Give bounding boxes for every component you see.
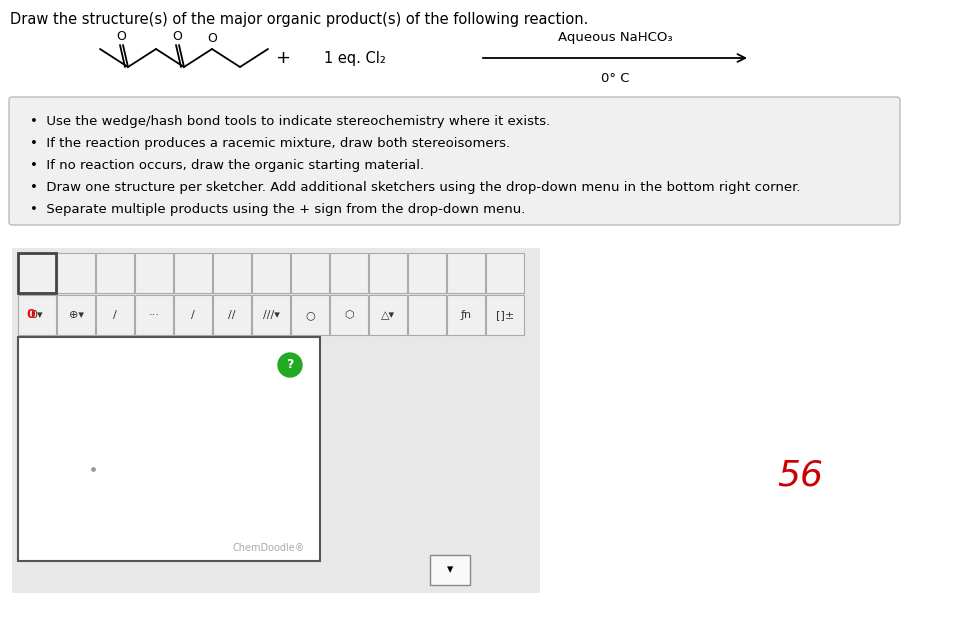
Text: ⊕▾: ⊕▾ bbox=[69, 310, 84, 320]
Bar bbox=[369, 295, 407, 335]
Bar bbox=[408, 295, 446, 335]
Bar bbox=[174, 295, 212, 335]
Text: •  Draw one structure per sketcher. Add additional sketchers using the drop-down: • Draw one structure per sketcher. Add a… bbox=[30, 181, 801, 194]
Bar bbox=[57, 253, 95, 293]
Bar bbox=[18, 253, 56, 293]
Text: 0▾: 0▾ bbox=[31, 310, 43, 320]
Bar bbox=[96, 253, 134, 293]
Bar bbox=[12, 248, 540, 593]
Text: ?: ? bbox=[287, 358, 293, 371]
FancyArrowPatch shape bbox=[482, 54, 745, 62]
Text: ///▾: ///▾ bbox=[262, 310, 280, 320]
Bar bbox=[57, 295, 95, 335]
Text: O: O bbox=[207, 33, 217, 46]
Bar bbox=[18, 337, 320, 561]
Text: 56: 56 bbox=[777, 458, 823, 492]
Text: •  Separate multiple products using the + sign from the drop-down menu.: • Separate multiple products using the +… bbox=[30, 203, 525, 216]
Bar bbox=[213, 295, 251, 335]
Bar bbox=[135, 253, 173, 293]
Text: •  If the reaction produces a racemic mixture, draw both stereoisomers.: • If the reaction produces a racemic mix… bbox=[30, 137, 510, 150]
Text: ···: ··· bbox=[149, 310, 159, 320]
Text: Draw the structure(s) of the major organic product(s) of the following reaction.: Draw the structure(s) of the major organ… bbox=[10, 12, 589, 27]
Bar bbox=[369, 253, 407, 293]
Text: ⬡: ⬡ bbox=[345, 310, 354, 320]
Bar bbox=[96, 295, 134, 335]
FancyBboxPatch shape bbox=[9, 97, 900, 225]
Text: ○: ○ bbox=[305, 310, 315, 320]
Text: •  If no reaction occurs, draw the organic starting material.: • If no reaction occurs, draw the organi… bbox=[30, 159, 425, 172]
Bar bbox=[135, 295, 173, 335]
Text: ▾: ▾ bbox=[447, 563, 454, 576]
Text: ChemDoodle®: ChemDoodle® bbox=[233, 543, 305, 553]
Bar bbox=[174, 253, 212, 293]
Text: []±: []± bbox=[496, 310, 514, 320]
Text: Aqueous NaHCO₃: Aqueous NaHCO₃ bbox=[558, 31, 673, 44]
Bar bbox=[447, 295, 485, 335]
Bar bbox=[330, 295, 368, 335]
Bar bbox=[252, 295, 290, 335]
Text: O: O bbox=[116, 30, 126, 44]
Bar bbox=[213, 253, 251, 293]
Text: 1 eq. Cl₂: 1 eq. Cl₂ bbox=[324, 51, 386, 65]
Text: O: O bbox=[172, 30, 182, 44]
Text: /: / bbox=[113, 310, 117, 320]
Circle shape bbox=[278, 353, 302, 377]
Bar bbox=[486, 253, 524, 293]
Bar bbox=[330, 253, 368, 293]
Bar bbox=[291, 253, 329, 293]
Text: 0: 0 bbox=[27, 308, 36, 321]
Bar bbox=[447, 253, 485, 293]
Bar bbox=[291, 295, 329, 335]
Bar bbox=[430, 555, 470, 585]
Bar bbox=[252, 253, 290, 293]
Text: •  Use the wedge/hash bond tools to indicate stereochemistry where it exists.: • Use the wedge/hash bond tools to indic… bbox=[30, 115, 550, 128]
Bar bbox=[18, 295, 56, 335]
Text: /: / bbox=[191, 310, 195, 320]
Text: 0° C: 0° C bbox=[601, 72, 629, 85]
Text: +: + bbox=[275, 49, 290, 67]
Bar bbox=[486, 295, 524, 335]
Text: //: // bbox=[229, 310, 235, 320]
Bar bbox=[408, 253, 446, 293]
Text: △▾: △▾ bbox=[381, 310, 395, 320]
Point bbox=[85, 464, 100, 474]
Bar bbox=[18, 253, 56, 293]
Text: ƒn: ƒn bbox=[460, 310, 472, 320]
